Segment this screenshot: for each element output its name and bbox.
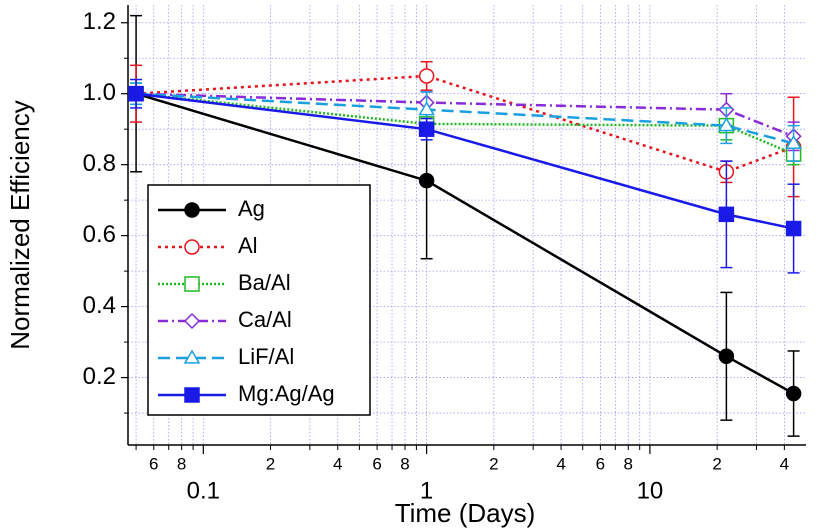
y-axis-label: Normalized Efficiency xyxy=(5,100,35,350)
series-line xyxy=(135,92,794,230)
marker xyxy=(718,206,735,223)
marker xyxy=(418,121,435,137)
x-minor-label: 8 xyxy=(400,454,409,473)
legend-marker xyxy=(183,312,201,330)
x-minor-label: 2 xyxy=(266,454,275,473)
legend-label: LiF/Al xyxy=(238,344,294,369)
series-line xyxy=(136,92,794,145)
y-tick-label: 0.2 xyxy=(83,363,116,390)
x-tick-label: 0.1 xyxy=(187,477,220,504)
legend-label: Ag xyxy=(238,196,265,221)
x-minor-label: 4 xyxy=(556,454,565,473)
marker xyxy=(128,85,144,102)
marker xyxy=(718,348,735,365)
legend-marker xyxy=(184,239,200,255)
legend-label: Ba/Al xyxy=(238,270,291,295)
marker xyxy=(418,101,435,116)
marker xyxy=(785,220,802,237)
y-tick-label: 1.2 xyxy=(83,8,116,35)
x-minor-label: 6 xyxy=(149,454,158,473)
legend-marker xyxy=(184,387,200,403)
x-minor-label: 2 xyxy=(489,454,498,473)
y-tick-label: 0.8 xyxy=(83,150,116,177)
x-minor-label: 8 xyxy=(177,454,186,473)
x-axis-label: Time (Days) xyxy=(395,498,536,528)
marker xyxy=(418,68,435,84)
y-tick-label: 0.6 xyxy=(83,221,116,248)
marker xyxy=(785,385,802,402)
x-minor-label: 2 xyxy=(712,454,721,473)
marker xyxy=(785,134,802,150)
series-line xyxy=(136,92,795,138)
legend-label: Mg:Ag/Ag xyxy=(238,381,335,406)
x-tick-label: 1 xyxy=(420,477,433,504)
legend-label: Ca/Al xyxy=(238,307,292,332)
x-minor-label: 8 xyxy=(624,454,633,473)
x-minor-label: 4 xyxy=(333,454,342,473)
legend-marker xyxy=(184,276,200,292)
legend-box xyxy=(147,184,371,416)
marker xyxy=(718,117,735,132)
legend-marker xyxy=(184,202,200,218)
legend-marker xyxy=(183,349,201,364)
legend-label: Al xyxy=(238,233,258,258)
x-minor-label: 6 xyxy=(372,454,381,473)
x-tick-label: 10 xyxy=(637,477,664,504)
x-minor-label: 4 xyxy=(780,454,789,473)
marker xyxy=(418,172,435,189)
series-line xyxy=(135,92,795,156)
y-tick-label: 0.4 xyxy=(83,292,116,319)
x-minor-label: 6 xyxy=(596,454,605,473)
series-line xyxy=(135,92,795,395)
y-tick-label: 1.0 xyxy=(83,79,116,106)
